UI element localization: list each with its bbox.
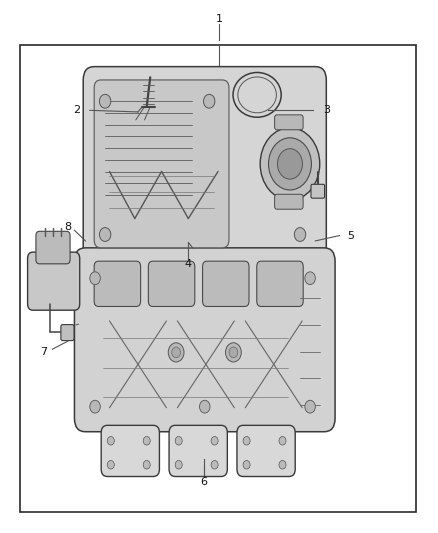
- FancyBboxPatch shape: [101, 425, 159, 477]
- Circle shape: [90, 272, 100, 285]
- FancyBboxPatch shape: [74, 248, 335, 432]
- Text: 1: 1: [215, 14, 223, 23]
- FancyBboxPatch shape: [275, 115, 303, 130]
- FancyBboxPatch shape: [257, 261, 303, 306]
- Bar: [20, 45, 416, 512]
- Circle shape: [211, 437, 218, 445]
- Circle shape: [90, 400, 100, 413]
- Circle shape: [277, 149, 303, 179]
- Text: 8: 8: [64, 222, 71, 231]
- FancyBboxPatch shape: [94, 261, 141, 306]
- Circle shape: [99, 94, 111, 108]
- Circle shape: [279, 437, 286, 445]
- FancyBboxPatch shape: [237, 425, 295, 477]
- Circle shape: [260, 128, 320, 200]
- Circle shape: [200, 400, 210, 413]
- Text: 6: 6: [200, 478, 207, 487]
- Circle shape: [305, 400, 315, 413]
- Circle shape: [172, 347, 180, 358]
- Text: 7: 7: [40, 347, 47, 357]
- FancyBboxPatch shape: [169, 425, 227, 477]
- Circle shape: [211, 461, 218, 469]
- Circle shape: [294, 228, 306, 241]
- Circle shape: [226, 343, 241, 362]
- Text: 2: 2: [73, 106, 80, 115]
- Circle shape: [107, 461, 114, 469]
- FancyBboxPatch shape: [83, 67, 326, 261]
- Text: 5: 5: [347, 231, 354, 240]
- FancyBboxPatch shape: [36, 231, 70, 264]
- FancyBboxPatch shape: [94, 80, 229, 248]
- Circle shape: [305, 272, 315, 285]
- FancyBboxPatch shape: [61, 325, 74, 341]
- Text: 3: 3: [323, 106, 330, 115]
- Circle shape: [204, 94, 215, 108]
- Circle shape: [168, 343, 184, 362]
- FancyBboxPatch shape: [311, 184, 325, 198]
- Circle shape: [143, 437, 150, 445]
- FancyBboxPatch shape: [148, 261, 195, 306]
- Circle shape: [243, 461, 250, 469]
- Circle shape: [229, 347, 238, 358]
- Circle shape: [175, 437, 182, 445]
- FancyBboxPatch shape: [275, 194, 303, 209]
- Circle shape: [279, 461, 286, 469]
- Circle shape: [175, 461, 182, 469]
- FancyBboxPatch shape: [28, 252, 80, 310]
- Text: 4: 4: [185, 259, 192, 269]
- Circle shape: [243, 437, 250, 445]
- FancyBboxPatch shape: [202, 261, 249, 306]
- Circle shape: [107, 437, 114, 445]
- Circle shape: [268, 138, 311, 190]
- Circle shape: [99, 228, 111, 241]
- Circle shape: [143, 461, 150, 469]
